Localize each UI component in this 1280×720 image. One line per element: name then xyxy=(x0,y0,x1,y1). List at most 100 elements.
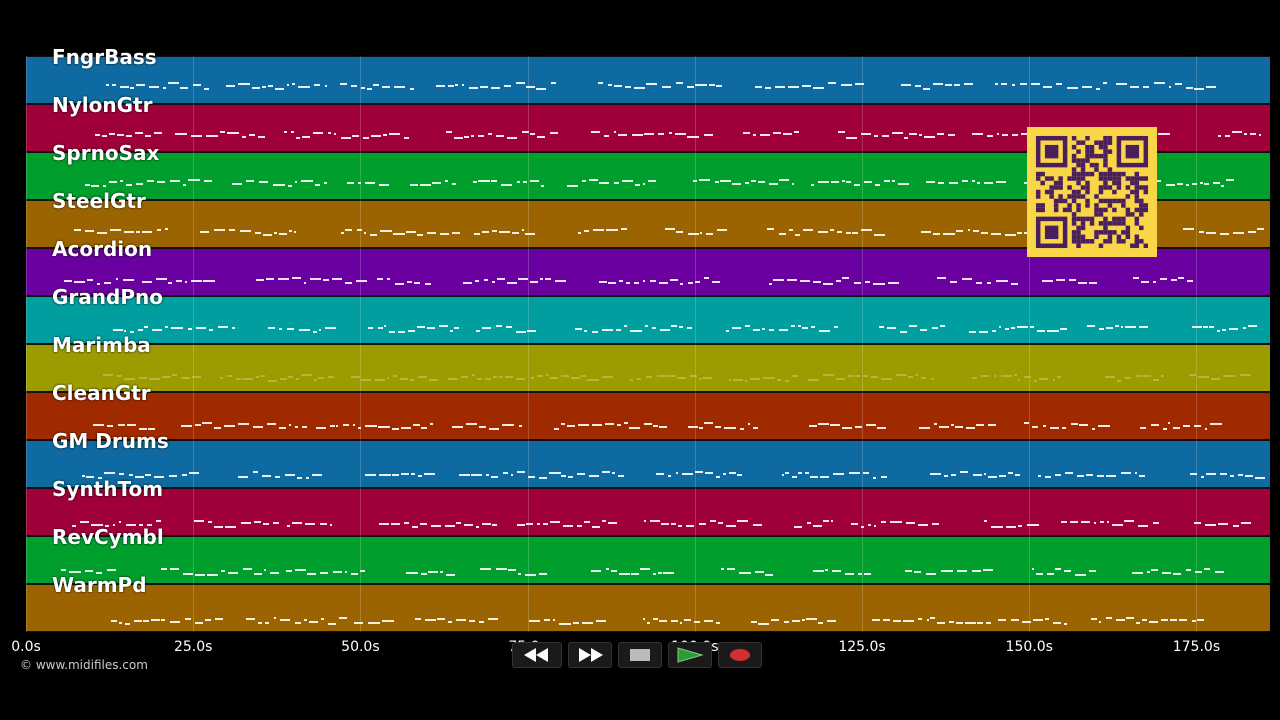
note xyxy=(774,86,785,88)
rewind-button[interactable] xyxy=(512,642,562,668)
note xyxy=(1212,182,1221,184)
note xyxy=(899,331,908,333)
note xyxy=(1098,621,1101,623)
note xyxy=(1016,232,1022,234)
note xyxy=(874,525,877,527)
note xyxy=(135,132,144,134)
note xyxy=(802,619,805,621)
note xyxy=(828,82,836,84)
track-row[interactable]: GrandPno xyxy=(26,285,1270,344)
note xyxy=(890,521,903,523)
track-row[interactable]: CleanGtr xyxy=(26,381,1270,440)
note xyxy=(1141,281,1149,283)
note xyxy=(976,424,985,426)
note xyxy=(1257,228,1265,230)
grid-line xyxy=(1196,56,1198,632)
note xyxy=(1160,375,1164,377)
note xyxy=(870,376,878,378)
qr-code[interactable] xyxy=(1027,127,1157,257)
note xyxy=(242,568,252,570)
note xyxy=(841,180,846,182)
note xyxy=(676,231,684,233)
note xyxy=(370,135,382,137)
note xyxy=(61,569,67,571)
track-row[interactable]: RevCymbl xyxy=(26,525,1270,584)
note xyxy=(331,278,342,280)
note xyxy=(228,572,239,574)
note xyxy=(190,135,202,137)
note xyxy=(604,423,615,425)
track-row[interactable]: SynthTom xyxy=(26,477,1270,536)
note xyxy=(659,620,667,622)
time-tick-label: 175.0s xyxy=(1172,639,1221,655)
note xyxy=(252,426,263,428)
note xyxy=(284,474,295,476)
note xyxy=(832,473,845,475)
note xyxy=(118,521,122,523)
note xyxy=(863,472,870,474)
track-row[interactable]: FngrBass xyxy=(26,45,1270,104)
note xyxy=(1228,328,1239,330)
note xyxy=(740,428,745,430)
grid-line xyxy=(26,56,27,632)
note xyxy=(1039,378,1048,380)
note xyxy=(357,427,362,429)
note xyxy=(468,87,478,89)
note xyxy=(126,135,133,137)
note xyxy=(487,133,493,135)
note xyxy=(836,280,841,282)
note xyxy=(203,180,212,182)
note xyxy=(1240,374,1252,376)
track-name: WarmPd xyxy=(52,573,147,597)
note xyxy=(670,279,679,281)
note xyxy=(468,620,476,622)
note xyxy=(450,330,453,332)
note xyxy=(196,327,206,329)
note xyxy=(96,572,103,574)
note xyxy=(507,282,518,284)
record-button[interactable] xyxy=(718,642,762,668)
note xyxy=(130,331,134,333)
note xyxy=(653,425,658,427)
note xyxy=(147,180,154,182)
note xyxy=(587,379,599,381)
note xyxy=(237,423,249,425)
note xyxy=(573,622,580,624)
track-row[interactable]: Marimba xyxy=(26,333,1270,392)
note xyxy=(500,184,513,186)
note xyxy=(818,231,829,233)
note xyxy=(1153,180,1162,182)
note xyxy=(165,228,169,230)
note xyxy=(1186,87,1193,89)
fast-forward-button[interactable] xyxy=(568,642,612,668)
play-button[interactable] xyxy=(668,642,712,668)
note xyxy=(1232,131,1242,133)
note xyxy=(972,474,982,476)
note xyxy=(446,574,455,576)
stop-button[interactable] xyxy=(618,642,662,668)
note xyxy=(590,570,602,572)
track-row[interactable]: GM Drums xyxy=(26,429,1270,488)
note xyxy=(252,87,260,89)
note xyxy=(1258,134,1262,136)
note xyxy=(1217,523,1228,525)
note xyxy=(611,570,618,572)
note xyxy=(238,83,251,85)
note xyxy=(1116,83,1128,85)
track-row[interactable]: WarmPd xyxy=(26,573,1270,632)
note xyxy=(357,182,362,184)
note xyxy=(304,282,307,284)
note xyxy=(126,424,137,426)
note xyxy=(91,185,99,187)
grid-line xyxy=(862,56,864,632)
note xyxy=(1088,282,1097,284)
note xyxy=(1015,474,1020,476)
note xyxy=(403,137,410,139)
note xyxy=(117,134,124,136)
note xyxy=(529,133,535,135)
note xyxy=(994,83,998,85)
note xyxy=(202,422,212,424)
note xyxy=(445,131,453,133)
note xyxy=(526,86,535,88)
note xyxy=(1178,619,1187,621)
